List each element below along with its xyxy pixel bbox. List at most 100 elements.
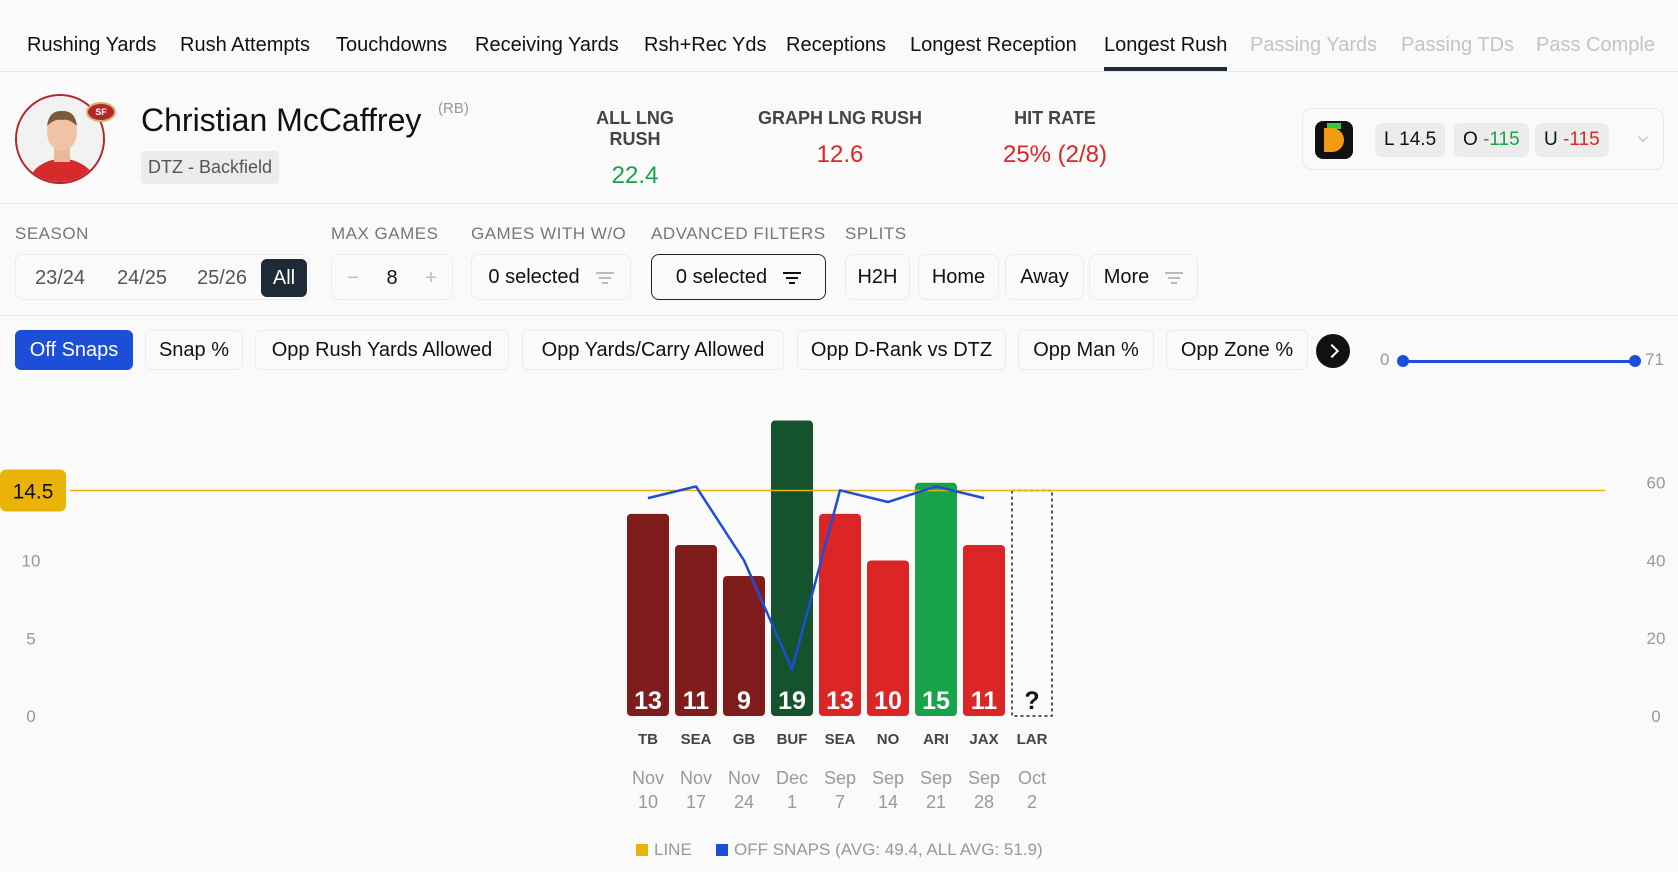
tab-passing-tds[interactable]: Passing TDs — [1401, 34, 1515, 56]
range-slider-min-handle[interactable] — [1397, 355, 1409, 367]
chevron-down-icon[interactable] — [1637, 131, 1649, 143]
player-position: (RB) — [438, 100, 469, 117]
x-tick-month: Nov — [632, 768, 664, 788]
y2-tick-label: 40 — [1647, 551, 1666, 570]
bar — [963, 544, 1005, 716]
bar-value-label: ? — [1024, 687, 1039, 715]
under-prefix: U — [1544, 129, 1558, 150]
tab-passing-yards[interactable]: Passing Yards — [1250, 34, 1378, 56]
chevron-right-icon[interactable] — [1316, 334, 1350, 368]
y-tick-label: 5 — [26, 629, 35, 648]
over-chip: O -115 — [1454, 123, 1529, 157]
metric-off-snaps[interactable]: Off Snaps — [15, 330, 133, 370]
x-tick-day: 2 — [1027, 792, 1037, 812]
bar — [675, 544, 717, 716]
tab-rsh-rec-yds[interactable]: Rsh+Rec Yds — [644, 34, 767, 56]
tab-pass-completions[interactable]: Pass Comple — [1536, 34, 1655, 56]
tab-rush-attempts[interactable]: Rush Attempts — [180, 34, 311, 56]
x-tick-month: Sep — [824, 768, 856, 788]
stat-label: HIT RATE — [1014, 108, 1096, 128]
overlay-metric-bar: Off Snaps Snap % Opp Rush Yards Allowed … — [0, 316, 1678, 380]
bar-value-label: 11 — [683, 687, 710, 715]
line-value: 14.5 — [1399, 129, 1437, 150]
x-tick-day: 28 — [974, 792, 994, 812]
filter-icon — [595, 271, 614, 284]
x-tick-day: 14 — [878, 792, 898, 812]
tab-touchdowns[interactable]: Touchdowns — [336, 34, 448, 56]
split-away-button[interactable]: Away — [1005, 254, 1084, 300]
line-value-badge — [0, 469, 66, 512]
x-tick-month: Oct — [1018, 768, 1046, 788]
tab-receptions[interactable]: Receptions — [786, 34, 887, 56]
tab-longest-reception[interactable]: Longest Reception — [910, 34, 1077, 56]
bar-value-label: 11 — [971, 687, 998, 715]
upcoming-bar — [1011, 489, 1053, 717]
under-chip: U -115 — [1535, 123, 1609, 157]
tab-receiving-yards[interactable]: Receiving Yards — [475, 34, 619, 56]
x-tick-day: 1 — [787, 792, 797, 812]
metric-snap-pct[interactable]: Snap % — [145, 330, 243, 370]
range-slider-track[interactable] — [1402, 360, 1634, 363]
stat-label: ALL LNG RUSH — [596, 108, 674, 149]
team-logo-icon: ARI — [923, 731, 949, 748]
legend-snaps: OFF SNAPS (AVG: 49.4, ALL AVG: 51.9) — [716, 840, 1043, 860]
split-h2h-button[interactable]: H2H — [845, 254, 910, 300]
decrement-button[interactable]: − — [347, 267, 359, 289]
metric-opp-man-pct[interactable]: Opp Man % — [1018, 330, 1154, 370]
max-games-value: 8 — [386, 267, 398, 289]
filter-icon — [783, 271, 802, 284]
y-tick-label: 10 — [22, 552, 41, 571]
games-with-value: 0 selected — [488, 266, 580, 288]
x-tick-day: 10 — [638, 792, 658, 812]
season-all[interactable]: All — [261, 259, 307, 297]
range-min-label: 0 — [1380, 350, 1390, 369]
season-25-26[interactable]: 25/26 — [196, 267, 248, 289]
line-value-label: 14.5 — [13, 481, 54, 504]
team-logo-icon: GB — [733, 731, 756, 748]
max-games-label: MAX GAMES — [331, 224, 439, 243]
metric-opp-zone-pct[interactable]: Opp Zone % — [1166, 330, 1308, 370]
games-with-dropdown[interactable]: 0 selected — [471, 254, 631, 300]
x-tick-day: 7 — [835, 792, 845, 812]
increment-button[interactable]: + — [425, 267, 437, 289]
bar — [627, 513, 669, 716]
odds-selector[interactable]: L 14.5 O -115 U -115 — [1302, 108, 1664, 170]
advanced-filters-value: 0 selected — [675, 266, 768, 288]
line-chip: L 14.5 — [1375, 123, 1446, 157]
x-tick-day: 17 — [686, 792, 706, 812]
draftkings-icon — [1315, 121, 1353, 159]
games-with-label: GAMES WITH W/O — [471, 224, 627, 243]
season-24-25[interactable]: 24/25 — [116, 267, 168, 289]
y-tick-label: 0 — [26, 707, 35, 726]
metric-opp-ypc[interactable]: Opp Yards/Carry Allowed — [522, 330, 784, 370]
tab-longest-rush[interactable]: Longest Rush — [1104, 34, 1228, 71]
bar-value-label: 13 — [634, 687, 662, 715]
advanced-filters-dropdown[interactable]: 0 selected — [651, 254, 826, 300]
legend-line-swatch — [636, 844, 648, 856]
team-logo-icon: SEA — [681, 731, 712, 748]
metric-opp-rush-yards[interactable]: Opp Rush Yards Allowed — [255, 330, 509, 370]
bar — [771, 420, 813, 716]
stat-label: GRAPH LNG RUSH — [758, 108, 923, 128]
y2-tick-label: 20 — [1647, 629, 1666, 648]
team-logo-icon: SEA — [825, 731, 856, 748]
splits-label: SPLITS — [845, 224, 907, 243]
x-tick-month: Nov — [680, 768, 712, 788]
split-more-button[interactable]: More — [1089, 254, 1198, 300]
team-logo-icon: SF — [86, 102, 116, 122]
x-tick-day: 21 — [926, 792, 946, 812]
range-slider-max-handle[interactable] — [1629, 355, 1641, 367]
split-home-button[interactable]: Home — [918, 254, 999, 300]
team-logo-icon: TB — [638, 731, 658, 748]
metric-opp-drank[interactable]: Opp D-Rank vs DTZ — [797, 330, 1006, 370]
over-prefix: O — [1463, 129, 1478, 150]
split-more-label: More — [1103, 266, 1150, 288]
bar — [819, 513, 861, 716]
filters-bar: SEASON 23/24 24/25 25/26 All MAX GAMES −… — [0, 204, 1678, 316]
under-odds: -115 — [1563, 129, 1600, 150]
x-tick-month: Sep — [920, 768, 952, 788]
season-23-24[interactable]: 23/24 — [34, 267, 86, 289]
bar-value-label: 19 — [778, 687, 806, 715]
stat-value: 12.6 — [816, 141, 864, 168]
tab-rushing-yards[interactable]: Rushing Yards — [27, 34, 157, 56]
